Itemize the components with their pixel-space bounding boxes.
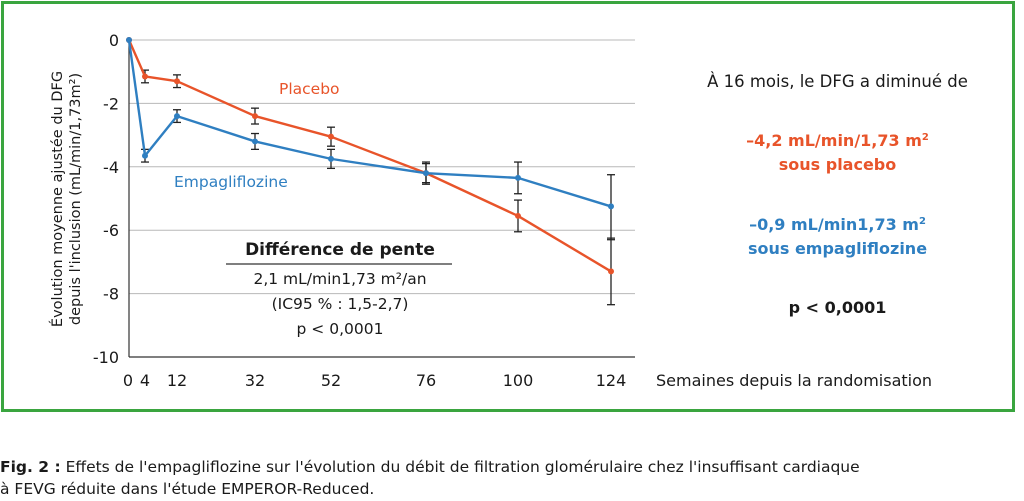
series — [126, 37, 615, 306]
placebo-label: sous placebo — [778, 155, 897, 174]
series-line — [127, 39, 612, 208]
data-point — [608, 268, 614, 275]
data-point — [174, 113, 180, 120]
data-point — [142, 73, 148, 80]
line-chart: 0-2-4-6-8-100 4 12 32 52 76 100 124 Semaines dep… — [49, 31, 932, 390]
series-label-placebo: Placebo — [279, 80, 340, 98]
data-point — [252, 113, 258, 120]
caption-label: Fig. 2 : — [0, 458, 61, 476]
side-intro-text: À 16 mois, le DFG a diminué de — [707, 72, 968, 91]
data-point — [515, 212, 521, 219]
data-point — [328, 133, 334, 140]
series-label-empagliflozine: Empagliflozine — [174, 173, 288, 191]
y-tick-label: 0 — [109, 31, 119, 50]
tick-labels: 0-2-4-6-8-100 4 12 32 52 76 100 124 Semaines dep… — [49, 31, 932, 390]
figure-caption: Fig. 2 : Effets de l'empagliflozine sur … — [0, 456, 1024, 500]
empa-value: –0,9 mL/min1,73 m2 — [749, 215, 926, 234]
x-tick-label: 0 — [123, 371, 133, 390]
data-point — [252, 138, 258, 145]
x-tick-label: 12 — [167, 371, 187, 390]
annotation-line1: 2,1 mL/min1,73 m²/an — [253, 270, 426, 288]
x-tick-label: 52 — [321, 371, 341, 390]
annotation-line2: (IC95 % : 1,5-2,7) — [272, 295, 409, 313]
empa-label: sous empagliflozine — [747, 239, 928, 258]
side-p-value: p < 0,0001 — [788, 298, 887, 317]
series-empagliflozine — [126, 37, 615, 241]
y-axis-title-line2: depuis l'inclusion (mL/min/1,73m²) — [68, 73, 84, 325]
data-point — [423, 170, 429, 177]
x-tick-label: 124 — [596, 371, 627, 390]
x-tick-label: 76 — [416, 371, 436, 390]
series-line — [127, 39, 612, 273]
y-tick-label: -10 — [93, 348, 119, 367]
annotation-title: Différence de pente — [245, 240, 435, 260]
data-point — [515, 174, 521, 181]
x-tick-label: 100 — [503, 371, 534, 390]
y-axis-title-line1: Évolution moyenne ajustée du DFG — [49, 71, 66, 327]
x-axis-title: Semaines depuis la randomisation — [656, 371, 932, 390]
side-empa-block: –0,9 mL/min1,73 m2 sous empagliflozine — [660, 210, 1015, 261]
x-tick-label: 4 — [140, 371, 150, 390]
series-labels: Placebo Empagliflozine — [174, 80, 340, 191]
data-point — [608, 203, 614, 210]
data-point — [174, 78, 180, 85]
x-tick-label: 32 — [245, 371, 265, 390]
placebo-value: –4,2 mL/min/1,73 m2 — [746, 131, 929, 150]
y-tick-label: -8 — [103, 285, 119, 304]
axes — [128, 40, 635, 358]
caption-line-2: à FEVG réduite dans l'étude EMPEROR-Redu… — [0, 480, 375, 498]
annotation-line3: p < 0,0001 — [297, 320, 384, 338]
y-tick-label: -4 — [103, 158, 119, 177]
caption-line-1: Fig. 2 : Effets de l'empagliflozine sur … — [0, 458, 860, 476]
y-tick-label: -2 — [103, 94, 119, 113]
data-point — [142, 152, 148, 159]
side-placebo-block: –4,2 mL/min/1,73 m2 sous placebo — [660, 126, 1015, 177]
figure-frame — [1, 1, 1015, 412]
y-tick-label: -6 — [103, 221, 119, 240]
slope-annotation: Différence de pente 2,1 mL/min1,73 m²/an (… — [226, 240, 452, 338]
data-point — [126, 37, 132, 43]
data-point — [328, 155, 334, 162]
